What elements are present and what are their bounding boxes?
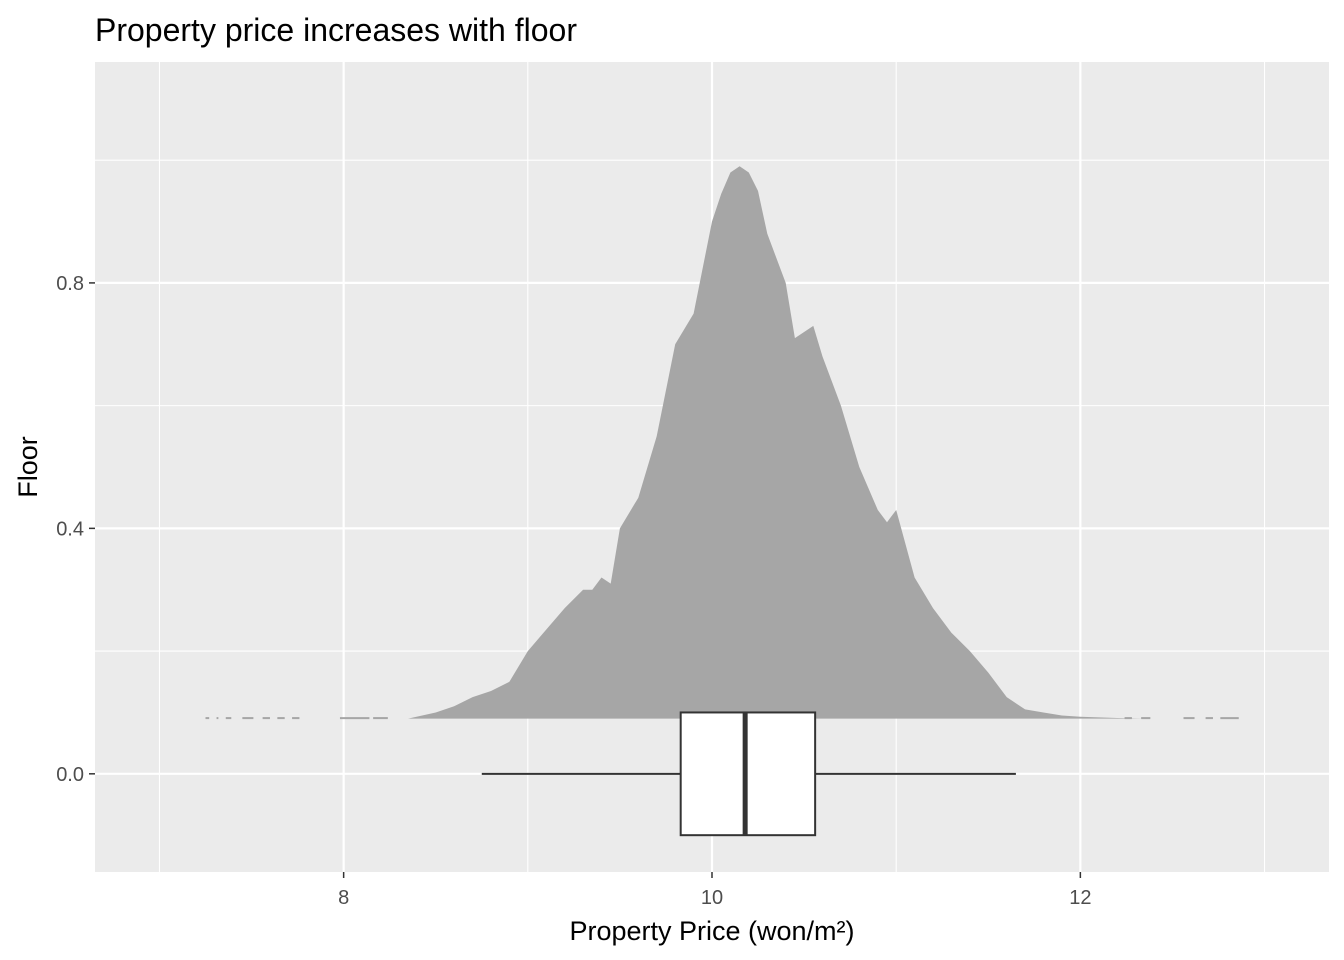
boxplot-box <box>679 711 817 837</box>
y-axis: 0.0 0.4 0.8 <box>56 273 95 786</box>
y-tick-label: 0.8 <box>56 273 84 295</box>
boxplot <box>481 711 1016 837</box>
x-axis: 8 10 12 <box>338 872 1091 909</box>
chart-title: Property price increases with floor <box>95 12 577 48</box>
y-tick-label: 0.4 <box>56 518 84 540</box>
y-axis-title: Floor <box>13 436 43 498</box>
x-tick-label: 8 <box>338 887 349 909</box>
x-tick-label: 10 <box>701 887 723 909</box>
x-axis-title: Property Price (won/m²) <box>569 916 854 946</box>
y-tick-label: 0.0 <box>56 764 84 786</box>
density-layer <box>205 166 1239 720</box>
density-area <box>408 166 1145 719</box>
x-tick-label: 12 <box>1069 887 1091 909</box>
